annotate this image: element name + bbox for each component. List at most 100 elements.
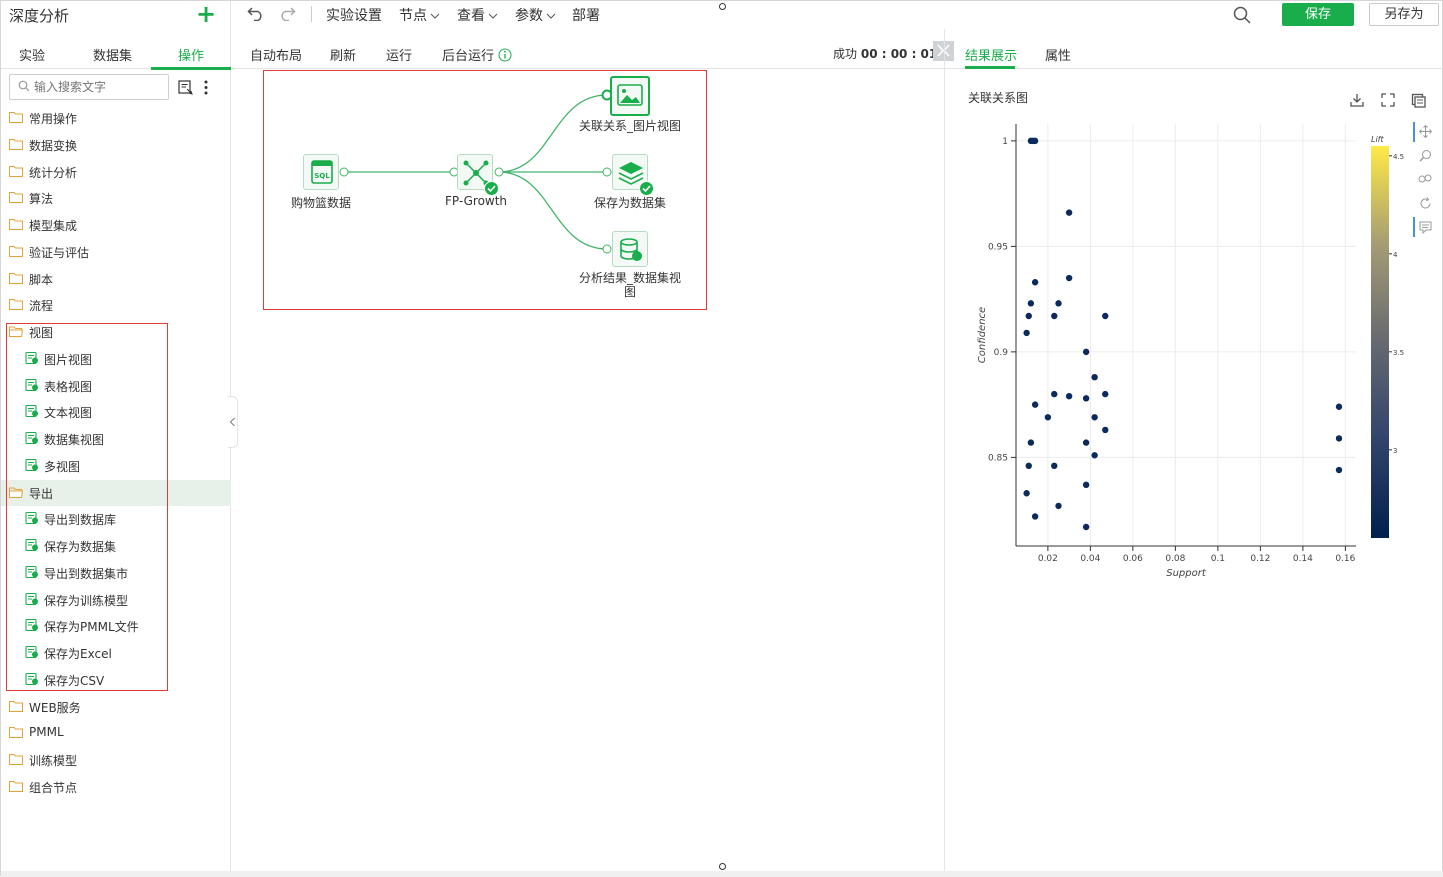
tree-item[interactable]: 保存为数据集 <box>1 533 231 559</box>
menu-view[interactable]: 查看 <box>457 5 498 25</box>
node-basket-data[interactable]: SQL <box>303 154 339 190</box>
port-out <box>494 167 504 177</box>
node-save-dataset[interactable] <box>612 154 648 190</box>
background-run-button[interactable]: 后台运行 <box>442 45 512 64</box>
tree-item[interactable]: 文本视图 <box>1 399 231 425</box>
tree-item[interactable]: 数据集视图 <box>1 426 231 452</box>
x-tick-label: 0.12 <box>1250 554 1270 564</box>
port-out <box>339 167 349 177</box>
download-icon[interactable] <box>1350 93 1364 107</box>
data-point <box>1102 312 1109 320</box>
undo-icon[interactable] <box>247 5 265 21</box>
tree-item[interactable]: 保存为CSV <box>1 667 231 693</box>
tab-dataset[interactable]: 数据集 <box>93 49 133 64</box>
data-point <box>1031 279 1039 286</box>
menu-node-label: 节点 <box>399 8 427 24</box>
tab-experiment[interactable]: 实验 <box>19 49 46 64</box>
layers-icon <box>618 162 644 185</box>
search-icon[interactable] <box>1233 6 1251 24</box>
info-icon <box>498 48 512 62</box>
tree-item[interactable]: 保存为Excel <box>1 640 231 666</box>
filter-icon[interactable] <box>178 80 193 95</box>
active-tool-indicator <box>1413 217 1415 237</box>
fullscreen-icon[interactable] <box>1381 93 1395 107</box>
menu-params[interactable]: 参数 <box>515 5 556 25</box>
auto-layout-button[interactable]: 自动布局 <box>250 49 303 64</box>
success-check-icon <box>484 181 499 196</box>
tree-item[interactable]: 导出到数据库 <box>1 506 231 532</box>
run-button[interactable]: 运行 <box>386 49 413 64</box>
refresh-button[interactable]: 刷新 <box>330 49 357 64</box>
tree-item[interactable]: 多视图 <box>1 453 231 479</box>
tab-results[interactable]: 结果展示 <box>965 49 1018 64</box>
tree-item-label: 组合节点 <box>29 780 78 795</box>
more-icon[interactable] <box>203 80 209 95</box>
save-button[interactable]: 保存 <box>1282 3 1354 26</box>
tree-item-label: 数据变换 <box>29 138 78 153</box>
flow-connections <box>339 89 613 254</box>
node-image-view[interactable] <box>610 76 650 116</box>
tree-item[interactable]: 验证与评估 <box>1 239 231 265</box>
top-toolbar: 实验设置 节点 查看 参数 部署 <box>232 1 1443 27</box>
tree-item[interactable]: 统计分析 <box>1 159 231 185</box>
menu-node[interactable]: 节点 <box>399 5 440 25</box>
y-axis-label: Confidence <box>977 307 988 363</box>
menu-deploy[interactable]: 部署 <box>572 8 600 24</box>
operator-icon <box>25 619 38 632</box>
collapse-handle[interactable] <box>228 396 238 448</box>
tree-item[interactable]: 导出 <box>1 479 231 506</box>
tab-underline <box>965 66 1015 69</box>
data-point <box>1027 300 1035 307</box>
data-point <box>1082 439 1090 446</box>
toolbar-separator <box>311 6 312 22</box>
bottom-bar <box>1 871 1443 877</box>
tab-underline <box>151 67 231 70</box>
add-icon[interactable]: + <box>196 0 217 28</box>
pan-tool-icon[interactable] <box>1419 125 1432 138</box>
panel-divider[interactable] <box>944 29 945 877</box>
resize-handle[interactable] <box>719 3 726 10</box>
tab-properties[interactable]: 属性 <box>1045 49 1072 64</box>
save-as-button[interactable]: 另存为 <box>1369 3 1439 26</box>
data-point <box>1065 209 1073 216</box>
folder-icon <box>9 112 23 123</box>
association-scatter-chart: 0.02 0.04 0.06 0.08 0.1 0.12 0.14 0.16 0.85 0.9 0.… <box>977 124 1404 579</box>
tree-item[interactable]: WEB服务 <box>1 694 231 720</box>
tree-item[interactable]: 常用操作 <box>1 105 231 131</box>
tree-item[interactable]: 保存为训练模型 <box>1 587 231 613</box>
folder-icon <box>9 727 23 739</box>
resize-handle[interactable] <box>719 863 726 870</box>
run-status: 成功 00 : 00 : 01 <box>833 45 937 62</box>
colorbar-tick-label: 3.5 <box>1393 349 1404 357</box>
tree-item[interactable]: 流程 <box>1 292 231 318</box>
y-tick-label: 1 <box>1002 137 1008 147</box>
tree-item[interactable]: 组合节点 <box>1 774 231 800</box>
tree-item[interactable]: 脚本 <box>1 266 231 292</box>
copy-icon[interactable] <box>1411 93 1426 108</box>
folder-icon <box>9 780 23 792</box>
node-dataset-view[interactable] <box>612 231 648 267</box>
tree-item[interactable]: 数据变换 <box>1 132 231 158</box>
menu-experiment-settings[interactable]: 实验设置 <box>326 8 382 24</box>
tree-item[interactable]: 视图 <box>1 319 231 345</box>
data-point <box>1051 462 1058 470</box>
redo-icon[interactable] <box>278 5 296 21</box>
tree-item[interactable]: 算法 <box>1 185 231 211</box>
tree-item[interactable]: PMML <box>1 720 231 746</box>
tree-item[interactable]: 模型集成 <box>1 212 231 238</box>
hover-tool-icon[interactable] <box>1419 221 1432 234</box>
tree-item[interactable]: 表格视图 <box>1 373 231 399</box>
tree-item[interactable]: 训练模型 <box>1 747 231 773</box>
tree-item-label: 保存为PMML文件 <box>44 620 139 635</box>
reset-icon[interactable] <box>1419 197 1432 210</box>
tree-item[interactable]: 导出到数据集市 <box>1 560 231 586</box>
tree-item[interactable]: 图片视图 <box>1 346 231 372</box>
tree-item[interactable]: 保存为PMML文件 <box>1 613 231 639</box>
tab-operations[interactable]: 操作 <box>178 49 205 64</box>
x-tick-label: 0.08 <box>1165 554 1185 564</box>
box-zoom-icon[interactable] <box>1419 149 1432 162</box>
search-input[interactable] <box>34 78 164 96</box>
x-tick-label: 0.1 <box>1211 554 1225 564</box>
wheel-zoom-icon[interactable] <box>1418 173 1432 185</box>
search-box <box>9 74 169 100</box>
